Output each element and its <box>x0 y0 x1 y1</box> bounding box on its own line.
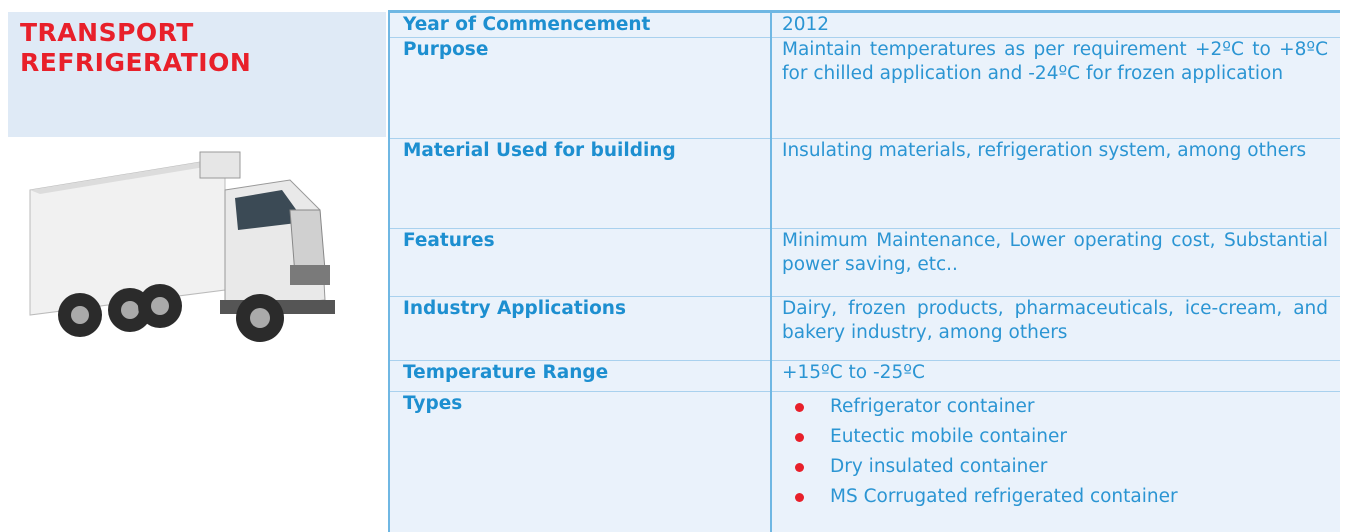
page: {"header": {"title": "TRANSPORT REFRIGER… <box>0 0 1352 526</box>
row-value: Minimum Maintenance, Lower operating cos… <box>771 229 1340 297</box>
bullet-item: Eutectic mobile container <box>782 422 1328 452</box>
row-value: Maintain temperatures as per requirement… <box>771 38 1340 139</box>
row-label: Features <box>389 229 771 297</box>
row-label: Year of Commencement <box>389 12 771 38</box>
bullet-item: MS Corrugated refrigerated container <box>782 482 1328 512</box>
title: TRANSPORT REFRIGERATION <box>20 18 260 78</box>
row-label: Temperature Range <box>389 361 771 392</box>
row-value: Insulating materials, refrigeration syst… <box>771 139 1340 229</box>
bullet-item: Refrigerator container <box>782 392 1328 422</box>
row-label: Purpose <box>389 38 771 139</box>
bullet-item: Dry insulated container <box>782 452 1328 482</box>
table-row: Temperature Range+15ºC to -25ºC <box>389 361 1340 392</box>
row-value: Dairy, frozen products, pharmaceuticals,… <box>771 297 1340 361</box>
row-label: Material Used for building <box>389 139 771 229</box>
row-value: 2012 <box>771 12 1340 38</box>
row-label: Types <box>389 392 771 532</box>
truck-image <box>20 150 360 390</box>
row-label: Industry Applications <box>389 297 771 361</box>
row-value: +15ºC to -25ºC <box>771 361 1340 392</box>
header-box: TRANSPORT REFRIGERATION <box>8 12 386 137</box>
